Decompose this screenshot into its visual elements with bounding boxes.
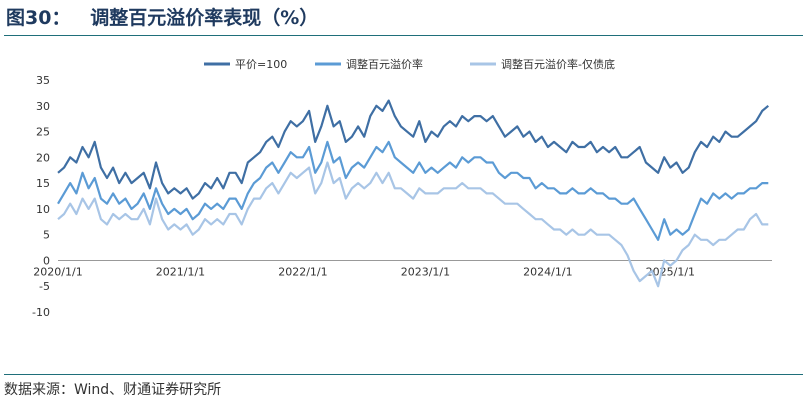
y-tick-label: 25 [36,126,50,139]
series-line-3 [57,161,769,288]
figure-title: 图30： 调整百元溢价率表现（%） [6,7,319,29]
y-tick-label: 15 [36,177,50,190]
x-tick-label: 2023/1/1 [401,265,450,278]
source-note: 数据来源：Wind、财通证券研究所 [4,382,222,398]
legend-label-3: 调整百元溢价率-仅债底 [501,57,615,71]
series-line-2 [57,140,769,241]
x-tick-label: 2021/1/1 [156,265,205,278]
y-tick-label: 10 [36,203,50,216]
source-divider [4,374,803,375]
y-tick-label: 30 [36,100,50,113]
y-tick-label: -5 [39,280,50,293]
x-tick-label: 2024/1/1 [523,265,572,278]
x-tick-label: 2025/1/1 [646,265,695,278]
x-tick-label: 2022/1/1 [278,265,327,278]
title-divider [4,35,803,36]
legend-label-2: 调整百元溢价率 [346,57,423,71]
y-tick-label: 35 [36,74,50,87]
y-tick-label: 5 [43,229,50,242]
legend-label-1: 平价=100 [235,58,287,71]
y-tick-label: 20 [36,151,50,164]
x-tick-label: 2020/1/1 [33,265,82,278]
line-chart: 35 30 25 20 15 10 5 0 -5 -10 2020/1/1 2021/1/1 2022/… [32,57,772,319]
y-tick-label: -10 [32,306,50,319]
y-tick-label: 0 [43,254,50,267]
series-line-1 [57,99,770,200]
